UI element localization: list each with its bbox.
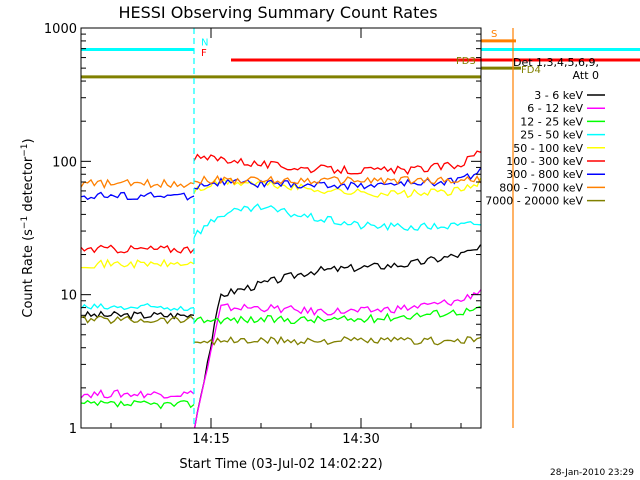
flag-label-fd4: FD4 (521, 65, 541, 76)
y-tick-label-1: 1 (69, 422, 77, 437)
chart-title: HESSI Observing Summary Count Rates (118, 3, 437, 22)
timestamp: 28-Jan-2010 23:29 (550, 468, 634, 478)
series-12-25-kev (81, 306, 481, 410)
y-tick-label-10: 10 (60, 289, 77, 304)
plot-area (81, 150, 481, 428)
series-line-3-6-kev-1 (194, 244, 481, 428)
series-line-800-7000-kev-0 (81, 178, 195, 190)
flag-label-s: S (491, 29, 497, 40)
series-line-100-300-kev-1 (193, 150, 481, 176)
legend-label-100-300-kev: 100 - 300 keV (506, 155, 583, 168)
legend-label-300-800-kev: 300 - 800 keV (506, 168, 583, 181)
x-tick-label-14-30: 14:30 (342, 432, 379, 447)
y-axis: 1 10 100 1000 (44, 22, 481, 437)
series-line-300-800-kev-0 (81, 191, 195, 201)
legend-header-attenuator: Att 0 (573, 69, 599, 82)
legend-label-800-7000-kev: 800 - 7000 keV (499, 181, 583, 194)
legend-header-detectors: Det 1,3,4,5,6,9, (513, 56, 599, 69)
series-line-100-300-kev-0 (81, 244, 195, 254)
flag-label-f: F (201, 48, 207, 59)
series-line-50-100-kev-1 (193, 177, 481, 199)
series-100-300-kev (81, 150, 481, 254)
legend-label-7000-20000-kev: 7000 - 20000 keV (485, 195, 583, 208)
series-800-7000-kev (81, 174, 481, 190)
flags: NF S FD3 FD4 (81, 29, 640, 79)
x-axis-label: Start Time (03-Jul-02 14:02:22) (179, 457, 382, 472)
series-line-7000-20000-kev-1 (194, 335, 481, 346)
series-line-800-7000-kev-1 (193, 174, 481, 186)
series-line-50-100-kev-0 (81, 258, 195, 270)
legend-label-6-12-kev: 6 - 12 keV (527, 102, 583, 115)
series-line-6-12-kev-1 (193, 288, 481, 428)
y-axis-label: Count Rate (s−1 detector−1) (20, 138, 36, 317)
x-tick-label-14-15: 14:15 (192, 432, 229, 447)
series-line-25-50-kev-0 (81, 302, 195, 312)
boundary-lines (193, 28, 514, 428)
legend-label-3-6-kev: 3 - 6 keV (534, 89, 583, 102)
series-6-12-kev (81, 288, 481, 428)
y-tick-label-100: 100 (52, 155, 77, 170)
series-50-100-kev (81, 177, 481, 270)
plot-frame (80, 27, 482, 429)
flag-label-fd3: FD3 (456, 56, 476, 67)
flag-label-n: N (201, 37, 208, 48)
x-axis: 14:15 14:30 (110, 28, 462, 447)
series-25-50-kev (81, 203, 481, 312)
y-tick-label-1000: 1000 (44, 22, 77, 37)
series-line-7000-20000-kev-0 (81, 315, 195, 325)
series-line-25-50-kev-1 (193, 203, 481, 239)
legend-label-50-100-kev: 50 - 100 keV (513, 142, 583, 155)
legend-label-12-25-kev: 12 - 25 keV (520, 115, 583, 128)
series-line-12-25-kev-0 (81, 399, 195, 410)
series-line-6-12-kev-0 (81, 388, 195, 399)
legend-label-25-50-kev: 25 - 50 keV (520, 129, 583, 142)
series-7000-20000-kev (81, 315, 481, 346)
series-line-12-25-kev-1 (193, 306, 481, 325)
